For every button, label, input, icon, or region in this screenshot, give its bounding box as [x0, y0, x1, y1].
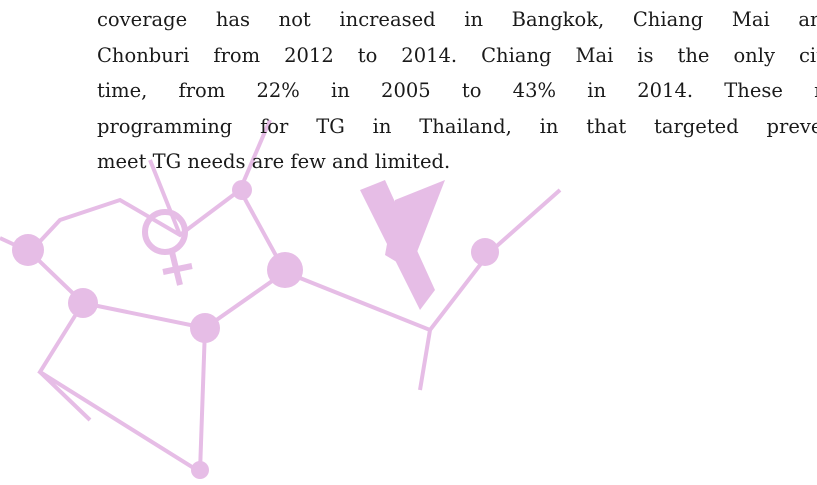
text-line: meet TG needs are few and limited. — [97, 150, 451, 173]
network-nodes — [12, 180, 499, 479]
text-line: programming for TG in Thailand, in that … — [97, 114, 817, 138]
text-line: Chonburi from 2012 to 2014. Chiang Mai i… — [97, 43, 817, 67]
venus-symbol — [142, 209, 193, 286]
ribbon — [360, 180, 445, 310]
paragraph: coverage has not increased in Bangkok, C… — [97, 2, 817, 182]
text-line: coverage has not increased in Bangkok, C… — [97, 8, 817, 31]
text-line: time, from 22% in 2005 to 43% in 2014. T… — [97, 79, 817, 102]
